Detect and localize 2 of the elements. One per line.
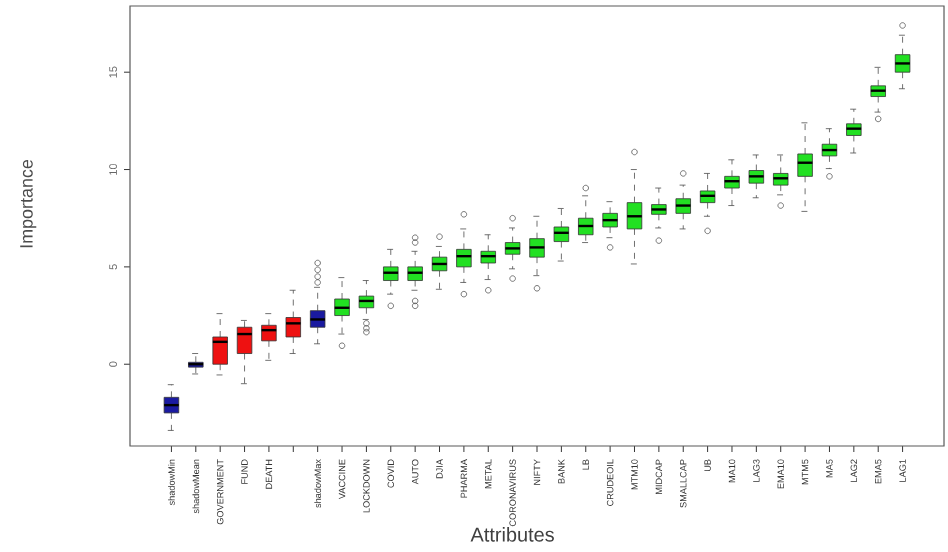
y-axis-title: Importance bbox=[20, 159, 37, 248]
x-axis-title: Attributes bbox=[470, 527, 554, 542]
